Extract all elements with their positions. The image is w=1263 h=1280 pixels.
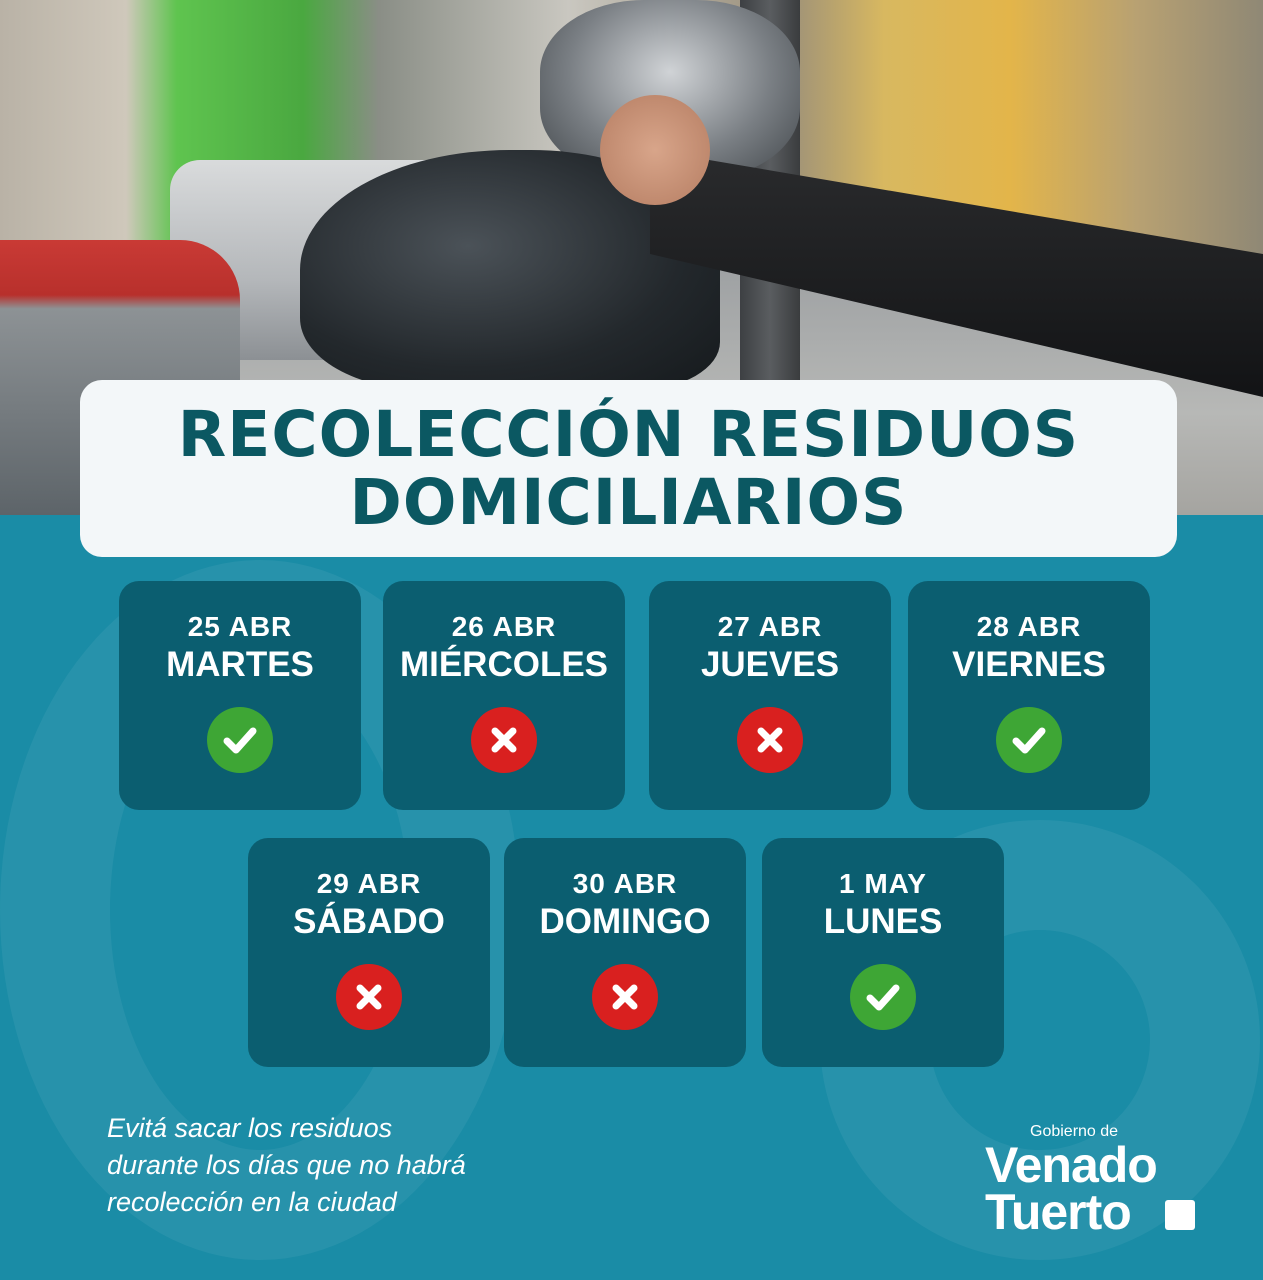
note-line: Evitá sacar los residuos — [107, 1113, 393, 1143]
day-name: LUNES — [823, 902, 943, 941]
day-name: DOMINGO — [539, 902, 711, 941]
check-icon — [996, 707, 1062, 773]
check-icon — [207, 707, 273, 773]
day-date: 29 ABR — [316, 868, 422, 899]
check-icon — [850, 964, 916, 1030]
day-date: 28 ABR — [976, 611, 1082, 642]
day-date: 26 ABR — [451, 611, 557, 642]
title-line-2: DOMICILIARIOS — [349, 465, 908, 539]
day-date: 25 ABR — [187, 611, 293, 642]
day-card: 1 MAY LUNES — [762, 838, 1004, 1067]
day-card: 26 ABR MIÉRCOLES — [383, 581, 625, 810]
note-line: durante los días que no habrá — [107, 1150, 466, 1180]
x-icon — [336, 964, 402, 1030]
day-name: MARTES — [166, 645, 314, 684]
note-line: recolección en la ciudad — [107, 1187, 397, 1217]
title-banner: RECOLECCIÓN RESIDUOS DOMICILIARIOS — [80, 380, 1177, 557]
day-date: 27 ABR — [717, 611, 823, 642]
logo-line: Venado — [985, 1137, 1158, 1193]
day-card: 25 ABR MARTES — [119, 581, 361, 810]
logo: Gobierno de Venado Tuerto — [985, 1122, 1200, 1240]
day-name: MIÉRCOLES — [399, 645, 609, 684]
logo-mark-icon — [1165, 1200, 1195, 1230]
day-date: 30 ABR — [572, 868, 678, 899]
title-line-1: RECOLECCIÓN RESIDUOS — [177, 397, 1080, 471]
day-card: 29 ABR SÁBADO — [248, 838, 490, 1067]
x-icon — [737, 707, 803, 773]
x-icon — [592, 964, 658, 1030]
footer-note: Evitá sacar los residuos durante los día… — [107, 1110, 466, 1221]
day-date: 1 MAY — [838, 868, 927, 899]
day-name: VIERNES — [952, 645, 1106, 684]
day-name: SÁBADO — [293, 902, 445, 941]
day-name: JUEVES — [700, 645, 840, 684]
day-card: 30 ABR DOMINGO — [504, 838, 746, 1067]
day-card: 27 ABR JUEVES — [649, 581, 891, 810]
logo-line: Tuerto — [985, 1184, 1132, 1240]
logo-line: Gobierno de — [1030, 1123, 1119, 1140]
x-icon — [471, 707, 537, 773]
day-card: 28 ABR VIERNES — [908, 581, 1150, 810]
